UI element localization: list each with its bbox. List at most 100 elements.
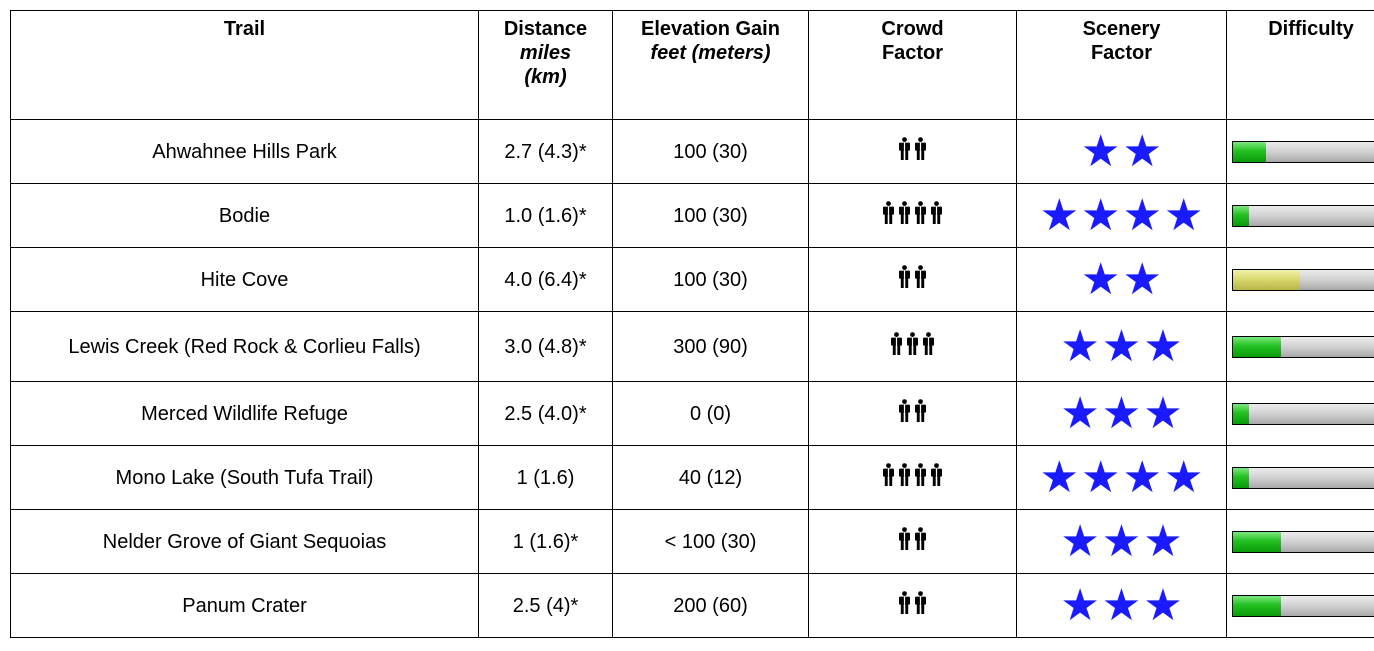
- header-distance: Distance miles (km): [479, 11, 613, 120]
- elevation-cell: 100 (30): [613, 248, 809, 312]
- difficulty-bar-fill: [1233, 337, 1281, 357]
- difficulty-bar: [1232, 269, 1374, 291]
- header-scenery-label-2: Factor: [1021, 41, 1222, 65]
- person-icon: [914, 399, 927, 428]
- crowd-rating: [890, 332, 935, 361]
- difficulty-cell: [1227, 120, 1374, 184]
- difficulty-cell: [1227, 446, 1374, 510]
- trail-name: Lewis Creek (Red Rock & Corlieu Falls): [68, 336, 420, 358]
- crowd-rating: [898, 265, 927, 294]
- person-icon: [898, 463, 911, 492]
- crowd-factor-cell: [809, 574, 1017, 638]
- elevation-value: 300 (90): [673, 336, 748, 358]
- trail-name-cell: Panum Crater: [11, 574, 479, 638]
- star-icon: ★: [1081, 132, 1120, 172]
- star-icon: ★: [1081, 458, 1120, 498]
- table-row: Ahwahnee Hills Park 2.7 (4.3)* 100 (30) ★★: [11, 120, 1374, 184]
- star-icon: ★: [1102, 586, 1141, 626]
- distance-value: 2.5 (4.0)*: [504, 403, 586, 425]
- elevation-value: 200 (60): [673, 595, 748, 617]
- scenery-rating: ★★★★: [1040, 196, 1204, 236]
- table-row: Lewis Creek (Red Rock & Corlieu Falls) 3.…: [11, 312, 1374, 382]
- difficulty-bar-fill: [1233, 206, 1249, 226]
- distance-value: 3.0 (4.8)*: [504, 336, 586, 358]
- distance-cell: 2.5 (4)*: [479, 574, 613, 638]
- distance-value: 2.7 (4.3)*: [504, 141, 586, 163]
- distance-value: 1.0 (1.6)*: [504, 205, 586, 227]
- header-elevation-label: Elevation Gain: [617, 17, 804, 41]
- header-trail-label: Trail: [15, 17, 474, 41]
- person-icon: [914, 527, 927, 556]
- difficulty-bar: [1232, 336, 1374, 358]
- difficulty-cell: [1227, 312, 1374, 382]
- difficulty-cell: [1227, 248, 1374, 312]
- star-icon: ★: [1123, 260, 1162, 300]
- crowd-rating: [882, 201, 943, 230]
- person-icon: [898, 591, 911, 620]
- table-row: Mono Lake (South Tufa Trail)1 (1.6)40 (1…: [11, 446, 1374, 510]
- scenery-factor-cell: ★★: [1017, 120, 1227, 184]
- header-row: Trail Distance miles (km) Elevation Gain…: [11, 11, 1374, 120]
- difficulty-cell: [1227, 382, 1374, 446]
- elevation-cell: 100 (30): [613, 120, 809, 184]
- header-scenery: Scenery Factor: [1017, 11, 1227, 120]
- scenery-rating: ★★★: [1060, 327, 1182, 367]
- star-icon: ★: [1123, 196, 1162, 236]
- person-icon: [898, 137, 911, 166]
- trails-table: Trail Distance miles (km) Elevation Gain…: [10, 10, 1374, 638]
- person-icon: [914, 463, 927, 492]
- difficulty-bar-fill: [1233, 404, 1249, 424]
- crowd-rating: [898, 527, 927, 556]
- star-icon: ★: [1081, 260, 1120, 300]
- star-icon: ★: [1143, 586, 1182, 626]
- scenery-rating: ★★: [1081, 132, 1162, 172]
- distance-value: 1 (1.6)*: [513, 531, 579, 553]
- crowd-rating: [898, 137, 927, 166]
- trail-name-cell: Nelder Grove of Giant Sequoias: [11, 510, 479, 574]
- difficulty-bar-fill: [1233, 142, 1266, 162]
- crowd-rating: [882, 463, 943, 492]
- difficulty-bar-fill: [1233, 270, 1300, 290]
- star-icon: ★: [1143, 394, 1182, 434]
- distance-cell: 3.0 (4.8)*: [479, 312, 613, 382]
- star-icon: ★: [1164, 196, 1203, 236]
- trail-name: Ahwahnee Hills Park: [152, 141, 337, 163]
- star-icon: ★: [1081, 196, 1120, 236]
- elevation-value: 100 (30): [673, 269, 748, 291]
- scenery-rating: ★★★: [1060, 394, 1182, 434]
- person-icon: [922, 332, 935, 361]
- elevation-cell: 200 (60): [613, 574, 809, 638]
- person-icon: [914, 201, 927, 230]
- scenery-factor-cell: ★★★: [1017, 574, 1227, 638]
- header-distance-unit-miles: miles: [483, 41, 608, 65]
- header-elevation: Elevation Gain feet (meters): [613, 11, 809, 120]
- trail-name-cell: Mono Lake (South Tufa Trail): [11, 446, 479, 510]
- distance-cell: 2.7 (4.3)*: [479, 120, 613, 184]
- header-difficulty: Difficulty: [1227, 11, 1374, 120]
- person-icon: [882, 463, 895, 492]
- elevation-value: < 100 (30): [665, 531, 757, 553]
- star-icon: ★: [1040, 196, 1079, 236]
- star-icon: ★: [1143, 327, 1182, 367]
- distance-cell: 1.0 (1.6)*: [479, 184, 613, 248]
- star-icon: ★: [1123, 458, 1162, 498]
- difficulty-bar: [1232, 467, 1374, 489]
- trail-name: Nelder Grove of Giant Sequoias: [103, 531, 387, 553]
- trail-name-cell: Ahwahnee Hills Park: [11, 120, 479, 184]
- elevation-cell: < 100 (30): [613, 510, 809, 574]
- distance-value: 2.5 (4)*: [513, 595, 579, 617]
- crowd-factor-cell: [809, 382, 1017, 446]
- crowd-factor-cell: [809, 312, 1017, 382]
- person-icon: [906, 332, 919, 361]
- difficulty-bar: [1232, 531, 1374, 553]
- person-icon: [890, 332, 903, 361]
- difficulty-cell: [1227, 510, 1374, 574]
- difficulty-bar: [1232, 205, 1374, 227]
- header-scenery-label-1: Scenery: [1021, 17, 1222, 41]
- distance-value: 1 (1.6): [517, 467, 575, 489]
- crowd-factor-cell: [809, 248, 1017, 312]
- person-icon: [898, 527, 911, 556]
- header-distance-unit-km: (km): [483, 65, 608, 89]
